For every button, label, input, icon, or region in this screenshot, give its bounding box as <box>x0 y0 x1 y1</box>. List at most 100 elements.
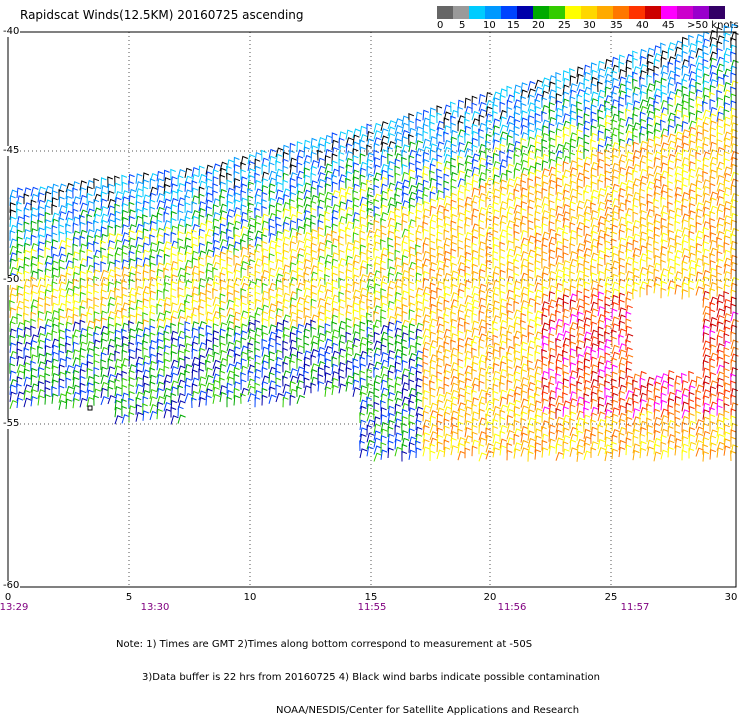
wind-barb <box>695 138 703 149</box>
wind-barb <box>555 309 561 321</box>
wind-barb <box>492 279 501 290</box>
wind-barb <box>240 254 249 264</box>
wind-barb <box>527 450 534 462</box>
wind-barb <box>681 267 688 279</box>
wind-barb <box>107 225 114 236</box>
wind-barb <box>429 310 437 322</box>
wind-barb <box>583 393 590 404</box>
wind-barb <box>142 312 148 323</box>
wind-barb <box>464 302 473 312</box>
wind-barb <box>170 392 177 404</box>
wind-barb <box>443 146 452 157</box>
wind-barb <box>541 327 548 339</box>
wind-barb <box>156 193 165 203</box>
wind-barb <box>681 64 689 76</box>
wind-barb <box>457 330 464 342</box>
wind-barb <box>597 306 605 317</box>
wind-barb <box>667 250 674 262</box>
legend-swatch <box>549 6 565 19</box>
wind-barb <box>163 402 172 412</box>
wind-barb <box>121 259 129 270</box>
wind-barb <box>401 338 407 350</box>
wind-barb <box>576 360 584 371</box>
wind-barb <box>9 266 18 276</box>
wind-barb <box>254 382 261 394</box>
wind-barb <box>338 312 345 324</box>
wind-barb <box>695 202 704 212</box>
wind-barb <box>702 381 710 392</box>
wind-barb <box>422 286 432 296</box>
wind-barb <box>247 321 255 333</box>
wind-barb <box>282 347 288 359</box>
wind-barb <box>394 334 403 345</box>
wind-barb <box>401 192 409 203</box>
wind-barb <box>226 370 235 380</box>
wind-barb <box>513 167 521 179</box>
wind-barb <box>58 350 65 361</box>
wind-barb <box>93 311 100 322</box>
wind-barb <box>443 439 450 451</box>
wind-barb <box>569 160 578 170</box>
wind-barb <box>618 264 625 276</box>
wind-barb <box>695 167 704 177</box>
wind-barb <box>576 451 584 462</box>
wind-barb <box>562 350 568 361</box>
wind-barb <box>72 278 79 290</box>
wind-barb <box>499 304 507 316</box>
wind-barb <box>576 115 583 126</box>
wind-barb <box>590 224 599 235</box>
wind-barb <box>576 248 584 259</box>
wind-barb <box>492 110 498 122</box>
wind-barb <box>506 289 515 300</box>
wind-barb <box>667 82 674 94</box>
wind-barb <box>723 271 732 281</box>
wind-barb <box>79 319 86 331</box>
wind-barb <box>534 98 541 110</box>
wind-barb <box>387 244 394 256</box>
wind-barb <box>359 356 366 367</box>
wind-barb <box>93 198 100 210</box>
wind-barb <box>716 208 723 220</box>
wind-barb <box>37 380 44 392</box>
wind-barb <box>457 372 465 384</box>
wind-barb <box>100 303 107 314</box>
wind-barb <box>268 225 275 236</box>
wind-barb <box>359 125 367 137</box>
wind-barb <box>702 409 710 420</box>
wind-barb <box>478 254 484 266</box>
wind-barb <box>345 381 353 392</box>
wind-barb <box>716 349 724 360</box>
wind-barb <box>632 443 641 454</box>
wind-barb <box>534 336 541 348</box>
wind-barb <box>142 327 151 337</box>
wind-barb <box>499 438 508 449</box>
wind-barb <box>513 357 521 368</box>
wind-barb <box>695 263 701 275</box>
wind-barb <box>9 238 18 248</box>
color-legend-bar <box>437 6 725 19</box>
wind-barb <box>702 240 709 252</box>
wind-barb <box>310 382 317 394</box>
wind-barb <box>478 289 486 301</box>
legend-swatch <box>501 6 517 19</box>
wind-barb <box>632 435 639 447</box>
wind-barb <box>485 133 492 145</box>
wind-barb <box>205 178 213 189</box>
wind-barb <box>583 372 590 383</box>
wind-barb <box>142 242 150 253</box>
wind-barb <box>555 289 562 300</box>
wind-barb <box>667 146 676 157</box>
wind-barb <box>233 213 242 224</box>
wind-barb <box>541 231 550 241</box>
wind-barb <box>156 387 164 399</box>
wind-barb <box>527 374 536 385</box>
wind-barb <box>597 215 606 226</box>
wind-barb <box>548 304 554 316</box>
wind-barb <box>632 274 640 286</box>
wind-barb <box>401 359 408 371</box>
wind-barb <box>324 372 331 383</box>
wind-barb <box>702 109 711 119</box>
wind-barb <box>282 194 290 205</box>
wind-barb <box>401 179 410 189</box>
wind-barb <box>415 328 423 340</box>
